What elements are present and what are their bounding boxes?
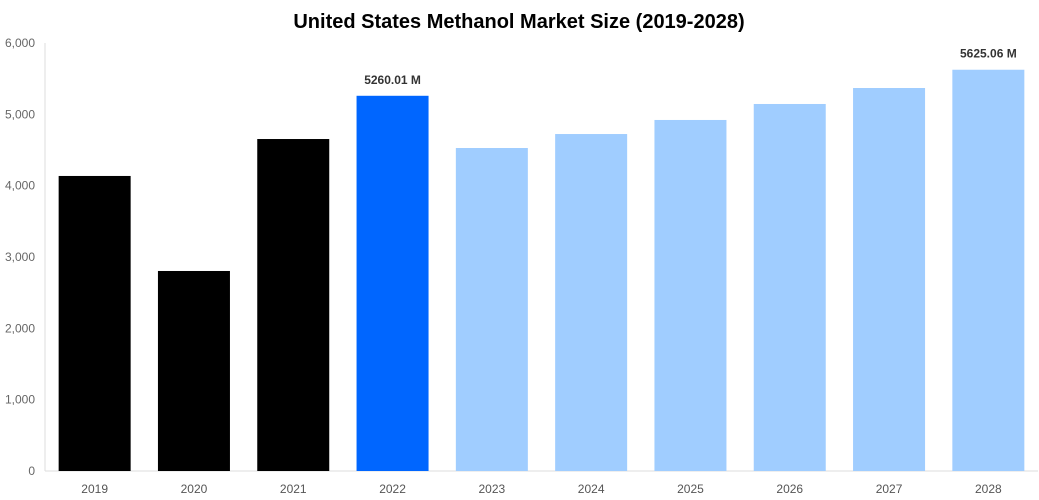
bar-2024 bbox=[555, 134, 628, 471]
bar-2023 bbox=[455, 148, 528, 471]
y-tick-label: 6,000 bbox=[5, 36, 35, 50]
x-tick-label: 2028 bbox=[975, 482, 1002, 496]
y-tick-label: 3,000 bbox=[5, 250, 35, 264]
y-tick-label: 4,000 bbox=[5, 179, 35, 193]
x-tick-label: 2021 bbox=[280, 482, 307, 496]
bar-2026 bbox=[753, 103, 826, 472]
x-tick-label: 2019 bbox=[81, 482, 108, 496]
data-label: 5625.06 M bbox=[960, 47, 1017, 61]
bar-2027 bbox=[853, 88, 926, 472]
bar-2022 bbox=[356, 95, 429, 471]
y-tick-label: 0 bbox=[28, 464, 35, 478]
x-tick-label: 2027 bbox=[876, 482, 903, 496]
y-tick-label: 2,000 bbox=[5, 321, 35, 335]
x-tick-label: 2025 bbox=[677, 482, 704, 496]
chart-title: United States Methanol Market Size (2019… bbox=[293, 11, 744, 33]
x-tick-label: 2023 bbox=[478, 482, 505, 496]
data-label: 5260.01 M bbox=[364, 73, 421, 87]
y-tick-label: 1,000 bbox=[5, 393, 35, 407]
x-tick-label: 2022 bbox=[379, 482, 406, 496]
bar-2025 bbox=[654, 119, 727, 472]
bar-2021 bbox=[257, 139, 330, 472]
x-tick-label: 2026 bbox=[776, 482, 803, 496]
x-tick-label: 2024 bbox=[578, 482, 605, 496]
bar-2019 bbox=[58, 175, 131, 471]
bar-2020 bbox=[157, 270, 230, 471]
x-tick-label: 2020 bbox=[181, 482, 208, 496]
bar-2028 bbox=[952, 69, 1025, 471]
y-tick-label: 5,000 bbox=[5, 107, 35, 121]
